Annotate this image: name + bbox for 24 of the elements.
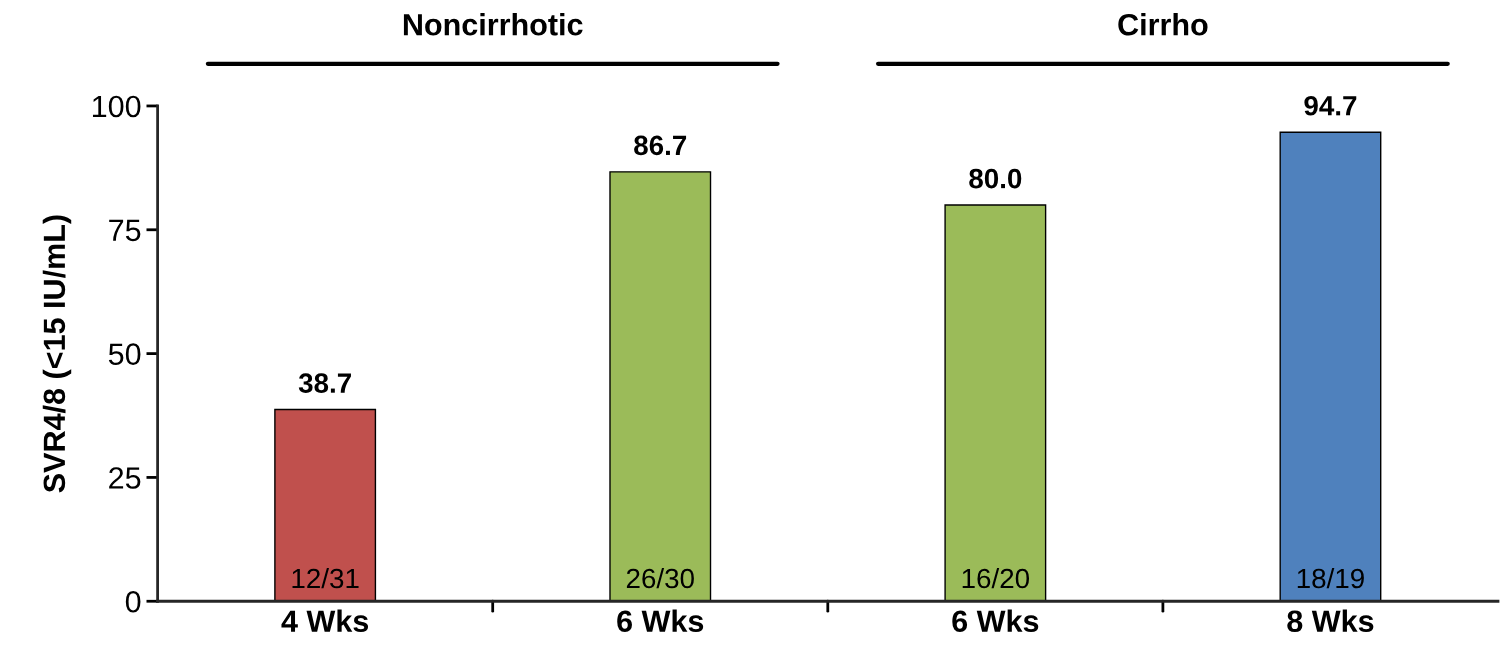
x-tick-label: 6 Wks (952, 609, 1039, 633)
bar (609, 171, 712, 602)
text: Noncirrhotic (403, 13, 583, 36)
y-tick-label: 100 (92, 95, 141, 118)
annotation: 18/19 (1297, 567, 1364, 589)
y-tick-label: 75 (109, 219, 141, 242)
y-tick-label: 50 (108, 343, 141, 365)
x-tick-label: 6 Wks (617, 609, 704, 633)
bar (944, 204, 1047, 602)
y-axis-title: SVR4/8 (<15 IU/mL) (42, 215, 72, 493)
data-label: 38.7 (298, 373, 351, 394)
x-tick-label: 8 Wks (1287, 609, 1374, 633)
annotation: 26/30 (626, 567, 694, 589)
x-tick-label: 4 Wks (281, 609, 369, 633)
y-tick-label: 0 (125, 590, 141, 613)
annotation: 16/20 (962, 567, 1030, 589)
annotation: 12/31 (292, 567, 359, 589)
data-label: 86.7 (634, 135, 687, 156)
bar (274, 408, 377, 602)
data-label: 80.0 (969, 168, 1022, 189)
y-tick-label: 25 (109, 467, 141, 489)
text: Cirrho (1118, 13, 1208, 36)
data-label: 94.7 (1304, 95, 1357, 116)
bar (1279, 131, 1382, 602)
